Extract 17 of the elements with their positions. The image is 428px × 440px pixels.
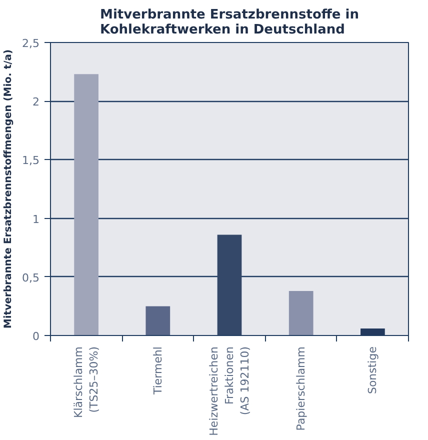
y-tick-label: 0,5 xyxy=(22,271,40,284)
x-tick-label: Heizwertreichen Fraktionen (AS 192110) xyxy=(207,346,252,436)
y-tick-label: 2,5 xyxy=(22,37,40,50)
chart-title: Mitverbrannte Ersatzbrennstoffe in Kohlekraftwerken in Deutschland xyxy=(100,8,359,38)
y-tick-label: 1 xyxy=(32,212,40,226)
y-tick-label: 1,5 xyxy=(22,154,40,168)
y-tick-label: 2 xyxy=(32,96,40,109)
y-axis-title: Mitverbrannte Ersatzbrennstoffmengen (Mio. t/a) xyxy=(3,49,14,329)
x-tick-label: Klärschlamm (TS25–30%) xyxy=(72,346,101,418)
bar xyxy=(288,290,314,336)
x-tick-label: Tiermehl xyxy=(151,346,164,396)
x-tick-label: Sonstige xyxy=(366,346,380,394)
bar xyxy=(217,234,242,336)
bar xyxy=(146,306,170,336)
bar xyxy=(74,74,98,336)
y-tick-label: 0 xyxy=(32,330,40,343)
x-tick-label: Papierschlamm xyxy=(294,346,308,431)
